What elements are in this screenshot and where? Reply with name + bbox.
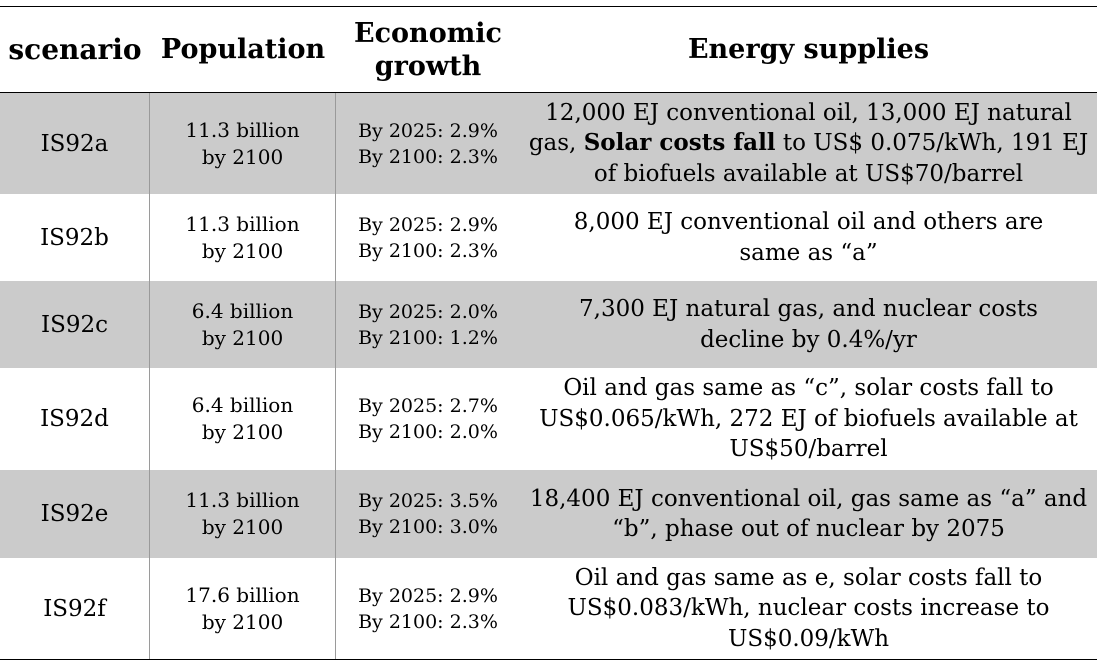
- growth-cell: By 2025: 2.9% By 2100: 2.3%: [336, 93, 520, 194]
- energy-text-start: 12,000 EJ conventional oil, 13,000 EJ na…: [528, 99, 1072, 157]
- population-value: 11.3 billion: [185, 211, 300, 236]
- table-row: IS92b 11.3 billion by 2100 By 2025: 2.9%…: [0, 194, 1097, 281]
- energy-text: 12,000 EJ conventional oil, 13,000 EJ na…: [528, 98, 1089, 190]
- growth-2025: By 2025: 2.7%: [358, 395, 498, 417]
- population-value: 11.3 billion: [185, 488, 300, 512]
- population-cell: 11.3 billion by 2100: [150, 470, 336, 558]
- energy-text-bold: Solar costs fall: [583, 129, 776, 157]
- table-row: IS92f 17.6 billion by 2100 By 2025: 2.9%…: [0, 558, 1097, 659]
- population-year: by 2100: [201, 144, 284, 169]
- scenario-cell: IS92c: [0, 281, 150, 368]
- growth-2100: By 2100: 2.3%: [358, 239, 498, 262]
- population-value: 6.4 billion: [191, 298, 294, 323]
- population-cell: 11.3 billion by 2100: [150, 194, 336, 281]
- energy-cell: 12,000 EJ conventional oil, 13,000 EJ na…: [520, 93, 1097, 194]
- header-economic-growth: Economic growth: [354, 17, 502, 82]
- energy-cell: 8,000 EJ conventional oil and others are…: [520, 194, 1097, 281]
- growth-cell: By 2025: 2.9% By 2100: 2.3%: [336, 194, 520, 281]
- energy-cell: 18,400 EJ conventional oil, gas same as …: [520, 470, 1097, 558]
- growth-cell: By 2025: 2.7% By 2100: 2.0%: [336, 368, 520, 470]
- population-year: by 2100: [201, 420, 284, 444]
- population-year: by 2100: [201, 515, 284, 539]
- scenario-cell: IS92d: [0, 368, 150, 470]
- growth-cell: By 2025: 3.5% By 2100: 3.0%: [336, 470, 520, 558]
- growth-cell: By 2025: 2.9% By 2100: 2.3%: [336, 558, 520, 659]
- scenario-cell: IS92a: [0, 93, 150, 194]
- population-value: 6.4 billion: [191, 393, 294, 417]
- energy-text: 7,300 EJ natural gas, and nuclear costs …: [579, 296, 1038, 353]
- population-cell: 6.4 billion by 2100: [150, 281, 336, 368]
- growth-2100: By 2100: 2.3%: [358, 610, 498, 633]
- population-year: by 2100: [201, 609, 284, 634]
- energy-text: 8,000 EJ conventional oil and others are…: [573, 209, 1044, 266]
- energy-text: Oil and gas same as e, solar costs fall …: [567, 564, 1050, 652]
- energy-text: Oil and gas same as “c”, solar costs fal…: [539, 375, 1078, 463]
- population-value: 11.3 billion: [185, 117, 300, 142]
- growth-2100: By 2100: 3.0%: [358, 516, 498, 538]
- scenario-cell: IS92b: [0, 194, 150, 281]
- table-header-row: scenario Population Economic growth Ener…: [0, 7, 1097, 93]
- population-cell: 6.4 billion by 2100: [150, 368, 336, 470]
- population-cell: 11.3 billion by 2100: [150, 93, 336, 194]
- table-row: IS92a 11.3 billion by 2100 By 2025: 2.9%…: [0, 93, 1097, 194]
- population-cell: 17.6 billion by 2100: [150, 558, 336, 659]
- growth-cell: By 2025: 2.0% By 2100: 1.2%: [336, 281, 520, 368]
- energy-cell: Oil and gas same as e, solar costs fall …: [520, 558, 1097, 659]
- table-row: IS92e 11.3 billion by 2100 By 2025: 3.5%…: [0, 470, 1097, 558]
- growth-2025: By 2025: 2.9%: [358, 119, 498, 142]
- energy-cell: 7,300 EJ natural gas, and nuclear costs …: [520, 281, 1097, 368]
- scenario-table: scenario Population Economic growth Ener…: [0, 6, 1097, 660]
- table-row: IS92c 6.4 billion by 2100 By 2025: 2.0% …: [0, 281, 1097, 368]
- growth-2025: By 2025: 2.0%: [358, 300, 498, 323]
- header-scenario: scenario: [8, 33, 142, 66]
- table-row: IS92d 6.4 billion by 2100 By 2025: 2.7% …: [0, 368, 1097, 470]
- growth-2025: By 2025: 2.9%: [358, 213, 498, 236]
- population-year: by 2100: [201, 238, 284, 263]
- population-value: 17.6 billion: [185, 582, 300, 607]
- growth-2100: By 2100: 1.2%: [358, 326, 498, 349]
- energy-text-end: to US$ 0.075/kWh, 191 EJ of biofuels ava…: [593, 130, 1089, 187]
- scenario-cell: IS92e: [0, 470, 150, 558]
- growth-2025: By 2025: 2.9%: [358, 584, 498, 607]
- header-energy-supplies: Energy supplies: [687, 34, 930, 65]
- growth-2025: By 2025: 3.5%: [358, 490, 498, 512]
- population-year: by 2100: [201, 325, 284, 350]
- growth-2100: By 2100: 2.0%: [358, 421, 498, 443]
- header-population: Population: [160, 34, 326, 65]
- scenario-cell: IS92f: [0, 558, 150, 659]
- energy-text: 18,400 EJ conventional oil, gas same as …: [529, 485, 1088, 543]
- growth-2100: By 2100: 2.3%: [358, 145, 498, 168]
- energy-cell: Oil and gas same as “c”, solar costs fal…: [520, 368, 1097, 470]
